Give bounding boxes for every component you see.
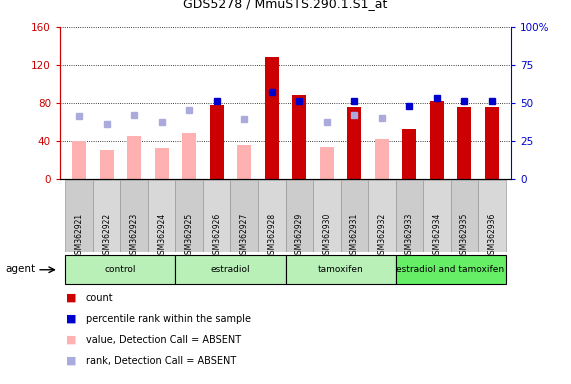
- Bar: [347, 106, 361, 179]
- Text: count: count: [86, 293, 113, 303]
- FancyBboxPatch shape: [258, 180, 286, 252]
- Text: tamoxifen: tamoxifen: [317, 265, 363, 274]
- Text: GSM362927: GSM362927: [240, 212, 249, 259]
- Text: GSM362930: GSM362930: [322, 212, 331, 259]
- Text: control: control: [104, 265, 136, 274]
- Bar: [238, 146, 251, 179]
- Text: GSM362924: GSM362924: [157, 212, 166, 259]
- Text: ■: ■: [66, 314, 76, 324]
- Bar: [457, 106, 471, 179]
- FancyBboxPatch shape: [120, 180, 148, 252]
- FancyBboxPatch shape: [148, 180, 175, 252]
- FancyBboxPatch shape: [66, 255, 175, 285]
- FancyBboxPatch shape: [368, 180, 396, 252]
- Bar: [127, 136, 141, 179]
- FancyBboxPatch shape: [478, 180, 505, 252]
- Bar: [210, 104, 224, 179]
- Text: GSM362933: GSM362933: [405, 212, 414, 259]
- FancyBboxPatch shape: [313, 180, 340, 252]
- Text: GSM362922: GSM362922: [102, 212, 111, 258]
- Bar: [182, 133, 196, 179]
- Text: GSM362925: GSM362925: [185, 212, 194, 259]
- Text: GSM362934: GSM362934: [432, 212, 441, 259]
- FancyBboxPatch shape: [423, 180, 451, 252]
- Text: GSM362929: GSM362929: [295, 212, 304, 259]
- Text: estradiol: estradiol: [211, 265, 250, 274]
- Text: rank, Detection Call = ABSENT: rank, Detection Call = ABSENT: [86, 356, 236, 366]
- Text: GSM362926: GSM362926: [212, 212, 221, 259]
- Bar: [320, 147, 333, 179]
- FancyBboxPatch shape: [93, 180, 120, 252]
- FancyBboxPatch shape: [175, 180, 203, 252]
- Bar: [100, 150, 114, 179]
- Text: GSM362935: GSM362935: [460, 212, 469, 259]
- Bar: [430, 101, 444, 179]
- Text: estradiol and tamoxifen: estradiol and tamoxifen: [396, 265, 505, 274]
- FancyBboxPatch shape: [340, 180, 368, 252]
- Text: ■: ■: [66, 356, 76, 366]
- FancyBboxPatch shape: [66, 180, 93, 252]
- Text: GSM362931: GSM362931: [350, 212, 359, 259]
- Text: ■: ■: [66, 335, 76, 345]
- Text: GSM362928: GSM362928: [267, 212, 276, 258]
- FancyBboxPatch shape: [451, 180, 478, 252]
- Text: GSM362936: GSM362936: [487, 212, 496, 259]
- FancyBboxPatch shape: [231, 180, 258, 252]
- Text: GDS5278 / MmuSTS.290.1.S1_at: GDS5278 / MmuSTS.290.1.S1_at: [183, 0, 388, 10]
- FancyBboxPatch shape: [396, 180, 423, 252]
- Text: GSM362923: GSM362923: [130, 212, 139, 259]
- Bar: [292, 95, 306, 179]
- FancyBboxPatch shape: [203, 180, 231, 252]
- Text: GSM362932: GSM362932: [377, 212, 386, 259]
- Bar: [265, 57, 279, 179]
- Text: agent: agent: [6, 264, 36, 274]
- FancyBboxPatch shape: [396, 255, 505, 285]
- Text: percentile rank within the sample: percentile rank within the sample: [86, 314, 251, 324]
- Text: ■: ■: [66, 293, 76, 303]
- Bar: [375, 139, 389, 179]
- Bar: [485, 106, 498, 179]
- FancyBboxPatch shape: [286, 180, 313, 252]
- Bar: [73, 141, 86, 179]
- Bar: [403, 129, 416, 179]
- FancyBboxPatch shape: [175, 255, 286, 285]
- Text: value, Detection Call = ABSENT: value, Detection Call = ABSENT: [86, 335, 241, 345]
- FancyBboxPatch shape: [286, 255, 396, 285]
- Text: GSM362921: GSM362921: [75, 212, 84, 258]
- Bar: [155, 148, 168, 179]
